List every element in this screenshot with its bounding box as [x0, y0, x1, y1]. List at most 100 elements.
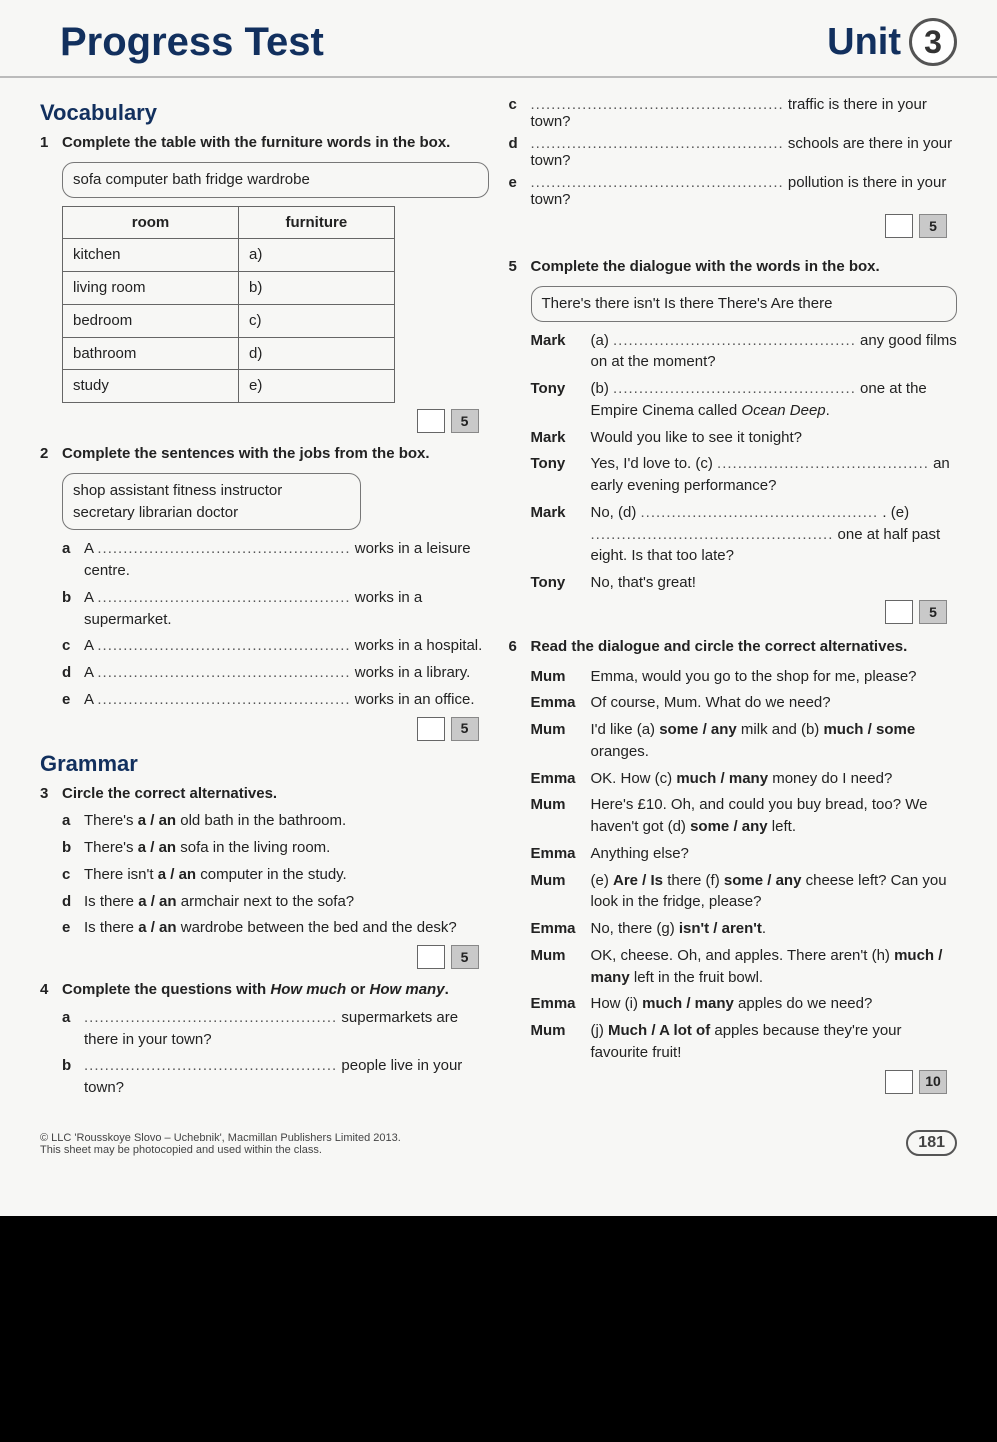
exercise-2: 2 Complete the sentences with the jobs f…: [40, 443, 489, 741]
dialogue: MumEmma, would you go to the shop for me…: [531, 666, 958, 1064]
dialogue-text[interactable]: Yes, I'd love to. (c) ..................…: [591, 453, 958, 497]
table-row: bathroomd): [63, 337, 395, 370]
furniture-table: room furniture kitchena) living roomb) b…: [62, 206, 395, 404]
score-box: 5: [62, 945, 489, 969]
word-box: sofa computer bath fridge wardrobe: [62, 162, 489, 198]
dialogue-text[interactable]: No, (d) ................................…: [591, 502, 958, 567]
dialogue-text[interactable]: How (i) much / many apples do we need?: [591, 993, 958, 1015]
score-box: 5: [62, 409, 489, 433]
fill-list-cont: c.......................................…: [509, 96, 958, 208]
score-box: 5: [62, 717, 489, 741]
dialogue-speaker: Emma: [531, 918, 591, 940]
dialogue-speaker: Emma: [531, 768, 591, 790]
dialogue-speaker: Emma: [531, 993, 591, 1015]
dialogue-speaker: Mum: [531, 870, 591, 914]
dialogue-speaker: Mum: [531, 666, 591, 688]
score-points: 10: [919, 1070, 947, 1094]
exercise-instruction: Complete the table with the furniture wo…: [62, 132, 489, 154]
dialogue-speaker: Mark: [531, 427, 591, 449]
unit-label-group: Unit 3: [827, 18, 957, 66]
dialogue-speaker: Tony: [531, 453, 591, 497]
dialogue-text[interactable]: Of course, Mum. What do we need?: [591, 692, 958, 714]
page-footer: © LLC 'Rousskoye Slovo – Uchebnik', Macm…: [0, 1124, 997, 1166]
exercise-number: 1: [40, 132, 62, 433]
exercise-instruction: Complete the sentences with the jobs fro…: [62, 443, 489, 465]
worksheet-page: Progress Test Unit 3 Vocabulary 1 Comple…: [0, 0, 997, 1216]
dialogue-text[interactable]: No, that's great!: [591, 572, 958, 594]
table-row: studye): [63, 370, 395, 403]
exercise-instruction: Complete the questions with How much or …: [62, 979, 489, 1001]
dialogue-speaker: Tony: [531, 572, 591, 594]
right-column: c.......................................…: [509, 96, 958, 1114]
page-title: Progress Test: [60, 20, 324, 65]
score-blank[interactable]: [885, 214, 913, 238]
score-box: 10: [531, 1070, 958, 1094]
page-header: Progress Test Unit 3: [0, 0, 997, 78]
fill-list: aA .....................................…: [62, 538, 489, 710]
exercise-6: 6 Read the dialogue and circle the corre…: [509, 636, 958, 1094]
table-row: bedroomc): [63, 304, 395, 337]
dialogue-speaker: Emma: [531, 692, 591, 714]
dialogue: Mark(a) ................................…: [531, 330, 958, 594]
dialogue-text[interactable]: OK. How (c) much / many money do I need?: [591, 768, 958, 790]
unit-label: Unit: [827, 21, 901, 64]
exercise-number: 3: [40, 783, 62, 970]
black-margin: [0, 1216, 997, 1336]
table-header-room: room: [63, 206, 239, 239]
dialogue-text[interactable]: I'd like (a) some / any milk and (b) muc…: [591, 719, 958, 763]
dialogue-text[interactable]: Emma, would you go to the shop for me, p…: [591, 666, 958, 688]
exercise-number: 2: [40, 443, 62, 741]
dialogue-speaker: Mark: [531, 502, 591, 567]
dialogue-speaker: Mum: [531, 719, 591, 763]
dialogue-text[interactable]: (b) ....................................…: [591, 378, 958, 422]
score-blank[interactable]: [417, 409, 445, 433]
exercise-number: 6: [509, 636, 531, 1094]
score-blank[interactable]: [885, 600, 913, 624]
unit-number-circle: 3: [909, 18, 957, 66]
dialogue-speaker: Mark: [531, 330, 591, 374]
dialogue-speaker: Emma: [531, 843, 591, 865]
content-columns: Vocabulary 1 Complete the table with the…: [0, 78, 997, 1124]
exercise-instruction: Circle the correct alternatives.: [62, 783, 489, 805]
table-header-furniture: furniture: [239, 206, 395, 239]
score-box: 5: [509, 214, 958, 238]
dialogue-text[interactable]: (e) Are / Is there (f) some / any cheese…: [591, 870, 958, 914]
score-points: 5: [451, 945, 479, 969]
left-column: Vocabulary 1 Complete the table with the…: [40, 96, 489, 1114]
dialogue-text[interactable]: (j) Much / A lot of apples because they'…: [591, 1020, 958, 1064]
score-points: 5: [451, 409, 479, 433]
score-blank[interactable]: [885, 1070, 913, 1094]
exercise-1: 1 Complete the table with the furniture …: [40, 132, 489, 433]
dialogue-speaker: Mum: [531, 945, 591, 989]
score-blank[interactable]: [417, 945, 445, 969]
grammar-heading: Grammar: [40, 751, 489, 777]
word-box: There's there isn't Is there There's Are…: [531, 286, 958, 322]
exercise-5: 5 Complete the dialogue with the words i…: [509, 256, 958, 624]
exercise-number: 5: [509, 256, 531, 624]
circle-list: aThere's a / an old bath in the bathroom…: [62, 810, 489, 939]
score-box: 5: [531, 600, 958, 624]
dialogue-speaker: Mum: [531, 794, 591, 838]
dialogue-text[interactable]: Here's £10. Oh, and could you buy bread,…: [591, 794, 958, 838]
dialogue-text[interactable]: No, there (g) isn't / aren't.: [591, 918, 958, 940]
table-row: living roomb): [63, 272, 395, 305]
dialogue-text[interactable]: Would you like to see it tonight?: [591, 427, 958, 449]
word-box: shop assistant fitness instructor secret…: [62, 473, 361, 531]
dialogue-speaker: Tony: [531, 378, 591, 422]
exercise-instruction: Read the dialogue and circle the correct…: [531, 636, 958, 658]
vocabulary-heading: Vocabulary: [40, 100, 489, 126]
dialogue-text[interactable]: (a) ....................................…: [591, 330, 958, 374]
score-points: 5: [919, 214, 947, 238]
exercise-3: 3 Circle the correct alternatives. aTher…: [40, 783, 489, 970]
score-points: 5: [451, 717, 479, 741]
dialogue-text[interactable]: OK, cheese. Oh, and apples. There aren't…: [591, 945, 958, 989]
score-blank[interactable]: [417, 717, 445, 741]
dialogue-speaker: Mum: [531, 1020, 591, 1064]
dialogue-text[interactable]: Anything else?: [591, 843, 958, 865]
exercise-number: 4: [40, 979, 62, 1104]
score-points: 5: [919, 600, 947, 624]
fill-list: a.......................................…: [62, 1007, 489, 1099]
exercise-instruction: Complete the dialogue with the words in …: [531, 256, 958, 278]
exercise-4: 4 Complete the questions with How much o…: [40, 979, 489, 1104]
table-row: kitchena): [63, 239, 395, 272]
